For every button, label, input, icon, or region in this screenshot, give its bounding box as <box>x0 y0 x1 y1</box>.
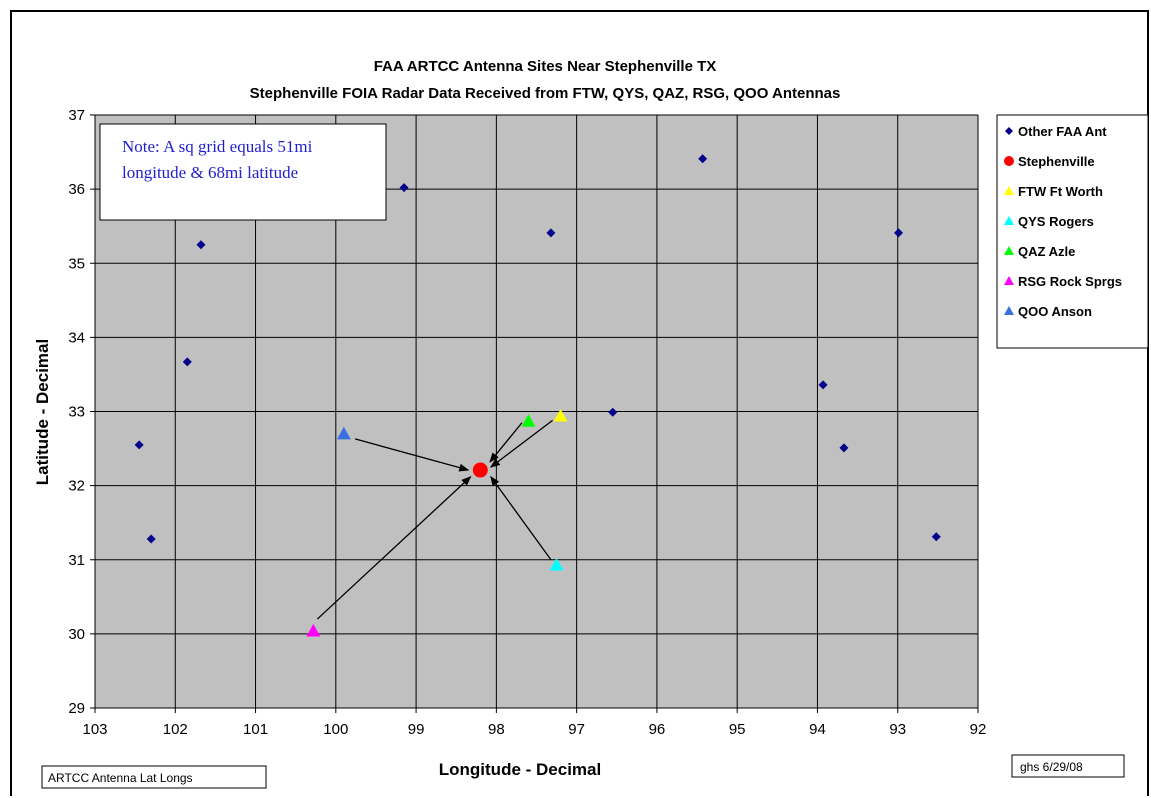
legend-label-qoo-anson: QOO Anson <box>1018 304 1092 319</box>
legend-label-other-faa-ant: Other FAA Ant <box>1018 124 1107 139</box>
legend-marker-rsg-rock-sprgs <box>1004 276 1014 285</box>
legend-marker-qoo-anson <box>1004 306 1014 315</box>
point-other-faa-ant <box>839 443 849 453</box>
x-tick-label: 101 <box>243 721 268 738</box>
point-qys-rogers <box>549 557 564 571</box>
legend-marker-stephenville <box>1004 156 1014 166</box>
legend-marker-other-faa-ant <box>1005 127 1013 135</box>
x-tick-label: 102 <box>163 721 188 738</box>
x-axis-label: Longitude - Decimal <box>439 760 601 779</box>
point-other-faa-ant <box>894 228 904 238</box>
x-tick-label: 100 <box>323 721 348 738</box>
point-other-faa-ant <box>182 357 192 367</box>
x-tick-label: 92 <box>970 721 987 738</box>
y-axis-label: Latitude - Decimal <box>33 339 52 485</box>
arrow <box>354 438 470 472</box>
source-box-text: ARTCC Antenna Lat Longs <box>48 771 193 785</box>
source-box: ARTCC Antenna Lat Longs <box>41 765 267 789</box>
y-tick-label: 29 <box>68 700 85 717</box>
point-other-faa-ant <box>818 380 828 390</box>
arrow <box>489 422 523 463</box>
point-qoo-anson <box>336 426 351 440</box>
chart-subtitle: Stephenville FOIA Radar Data Received fr… <box>250 85 841 102</box>
legend-label-qys-rogers: QYS Rogers <box>1018 214 1094 229</box>
point-ftw-ft-worth <box>553 408 568 422</box>
x-tick-label: 93 <box>889 721 906 738</box>
x-tick-label: 96 <box>649 721 666 738</box>
x-tick-label: 98 <box>488 721 505 738</box>
x-tick-label: 95 <box>729 721 746 738</box>
y-tick-label: 33 <box>68 404 85 421</box>
point-other-faa-ant <box>134 440 144 450</box>
date-box-text: ghs 6/29/08 <box>1020 760 1083 774</box>
point-stephenville <box>472 462 488 478</box>
y-tick-label: 32 <box>68 478 85 495</box>
legend-label-qaz-azle: QAZ Azle <box>1018 244 1075 259</box>
x-tick-label: 94 <box>809 721 826 738</box>
y-tick-label: 31 <box>68 552 85 569</box>
point-other-faa-ant <box>546 228 556 238</box>
legend-label-rsg-rock-sprgs: RSG Rock Sprgs <box>1018 274 1122 289</box>
note-line-1: Note: A sq grid equals 51mi <box>122 137 313 156</box>
y-tick-label: 34 <box>68 329 85 346</box>
data-markers <box>134 154 941 637</box>
date-box: ghs 6/29/08 <box>1011 754 1125 778</box>
point-other-faa-ant <box>931 532 941 542</box>
point-qaz-azle <box>521 414 536 427</box>
y-tick-label: 35 <box>68 255 85 272</box>
legend-marker-qaz-azle <box>1004 246 1014 255</box>
legend-marker-ftw-ft-worth <box>1004 186 1014 195</box>
chart-title: FAA ARTCC Antenna Sites Near Stephenvill… <box>374 58 717 75</box>
note-line-2: longitude & 68mi latitude <box>122 163 298 182</box>
arrow <box>489 419 553 468</box>
legend-label-ftw-ft-worth: FTW Ft Worth <box>1018 184 1103 199</box>
note-box: Note: A sq grid equals 51mi longitude & … <box>99 123 387 221</box>
point-other-faa-ant <box>608 407 618 417</box>
y-tick-label: 36 <box>68 181 85 198</box>
point-other-faa-ant <box>399 183 409 193</box>
y-tick-label: 30 <box>68 626 85 643</box>
point-other-faa-ant <box>196 240 206 250</box>
point-other-faa-ant <box>698 154 708 164</box>
y-tick-label: 37 <box>68 107 85 124</box>
point-other-faa-ant <box>146 534 156 544</box>
arrow <box>490 475 552 561</box>
arrow <box>316 476 472 620</box>
x-tick-label: 99 <box>408 721 425 738</box>
tick-labels: 103 102 101 100 99 98 97 96 95 94 93 92 29 30 31 32 33 34… <box>68 107 986 738</box>
arrow-annotations <box>316 419 553 620</box>
x-tick-label: 103 <box>82 721 107 738</box>
x-tick-label: 97 <box>568 721 585 738</box>
legend-label-stephenville: Stephenville <box>1018 154 1095 169</box>
point-rsg-rock-sprgs <box>306 623 321 637</box>
legend: Other FAA Ant Stephenville FTW Ft Worth QYS… <box>996 114 1149 349</box>
legend-marker-qys-rogers <box>1004 216 1014 225</box>
